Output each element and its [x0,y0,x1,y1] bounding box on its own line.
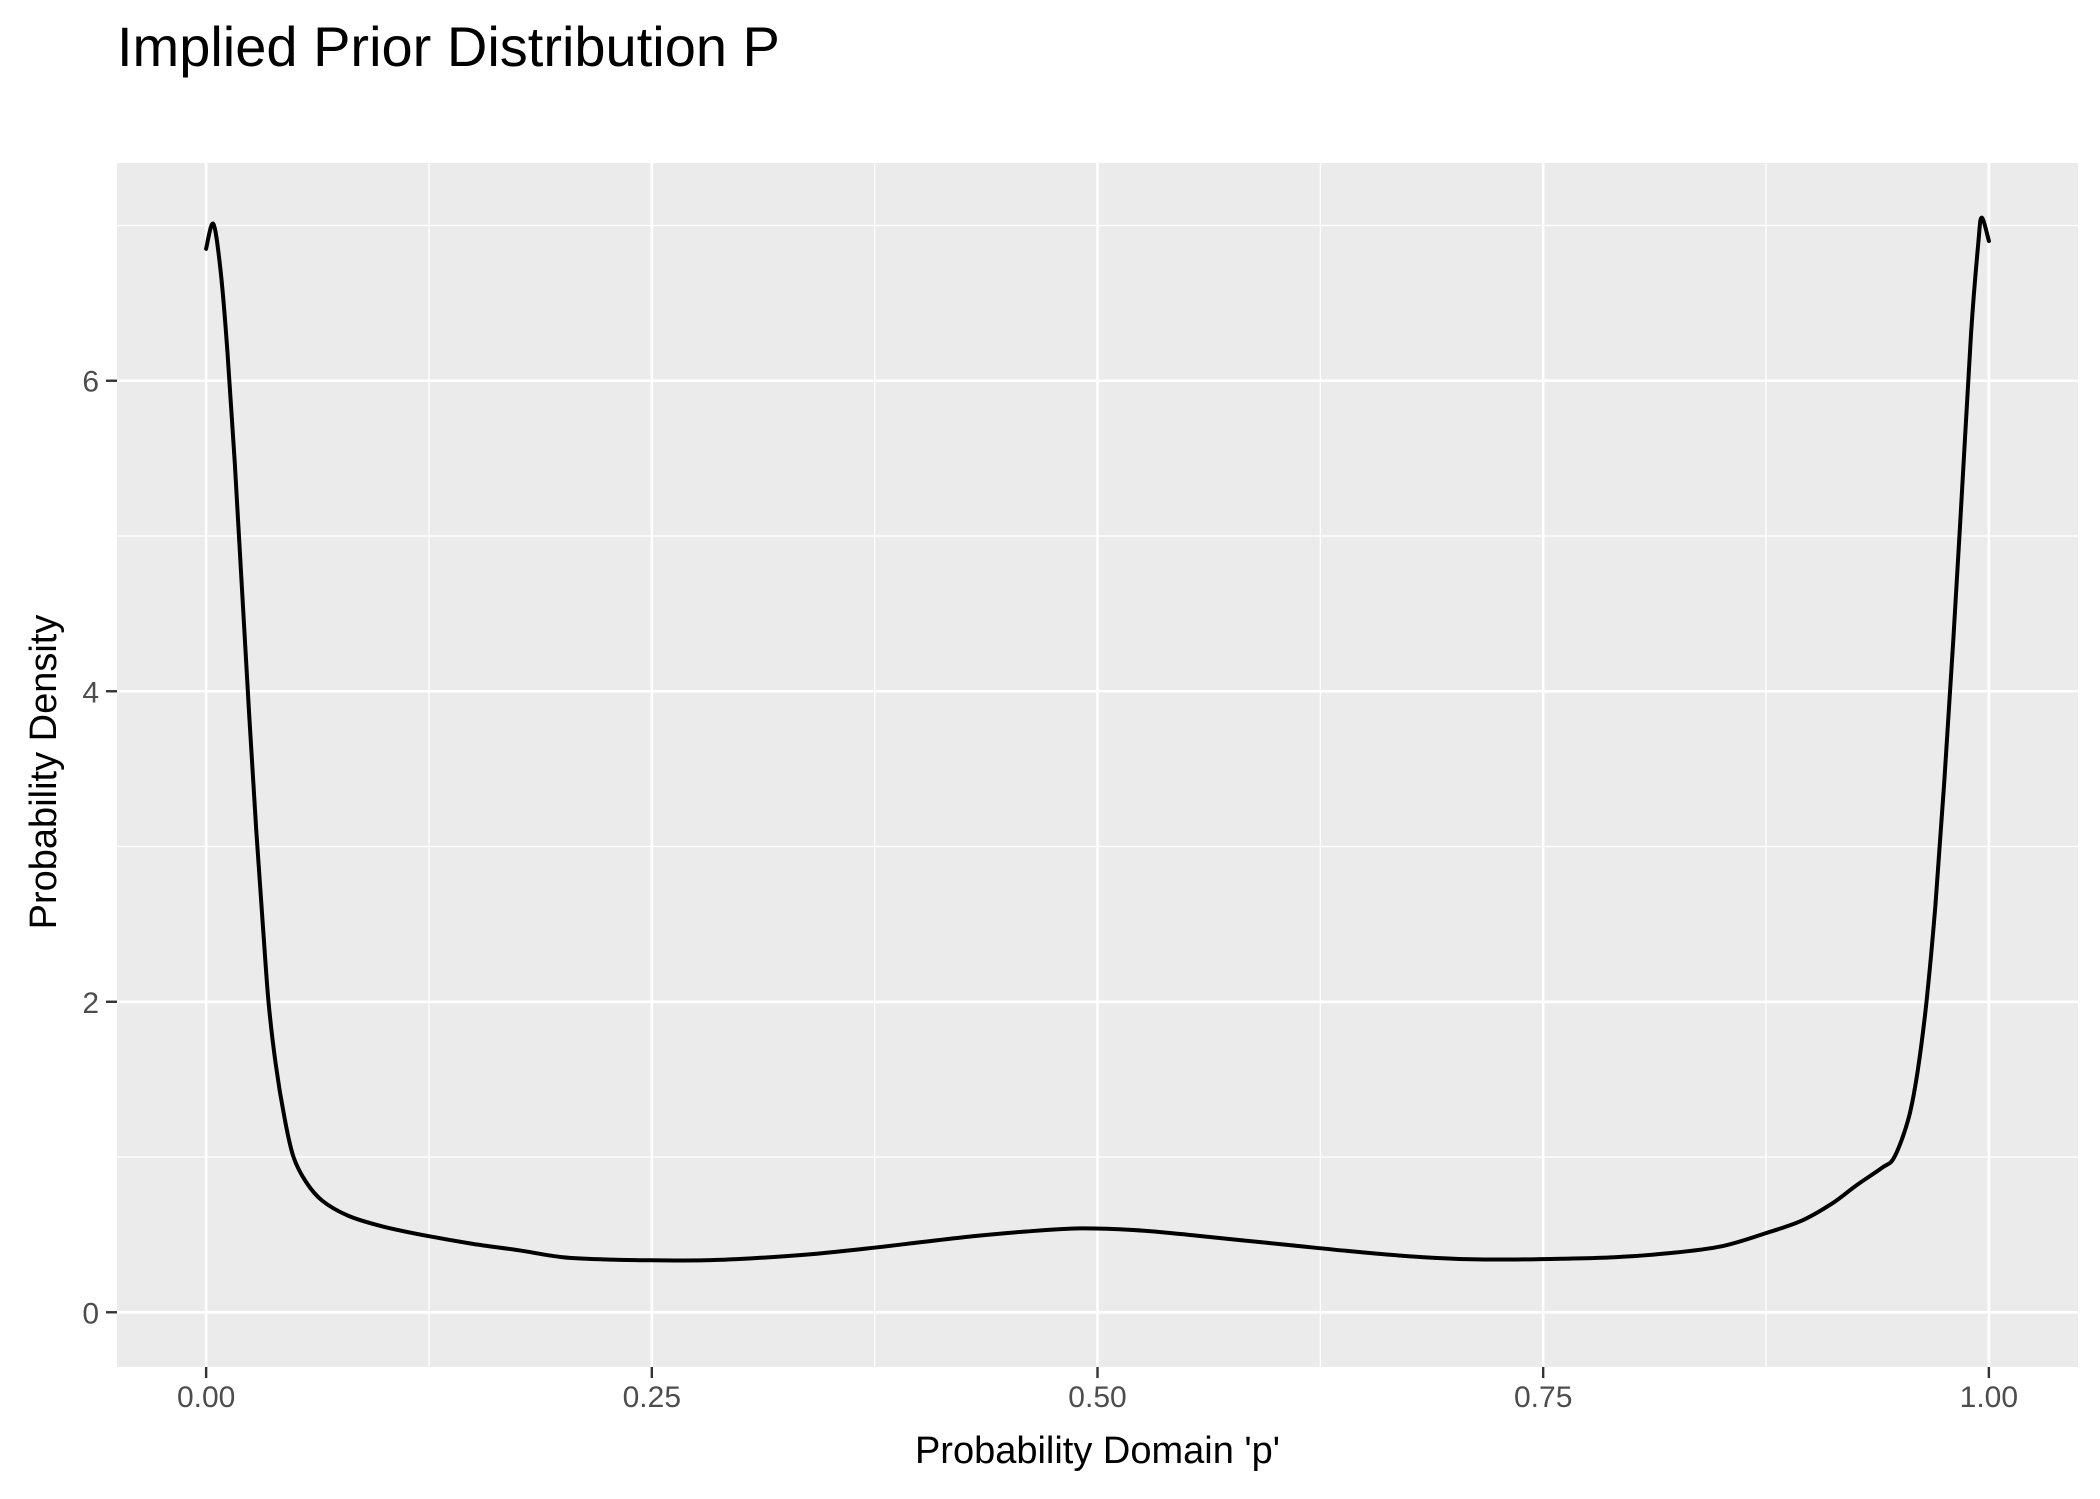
x-tick-label: 0.75 [1514,1381,1572,1414]
x-tick-label: 1.00 [1960,1381,2018,1414]
y-tick-label: 2 [82,987,99,1020]
y-tick-label: 0 [82,1297,99,1330]
x-tick-label: 0.25 [623,1381,681,1414]
density-curve [204,215,1991,1263]
x-axis-title: Probability Domain 'p' [914,1430,1281,1472]
y-tick-label: 4 [82,676,99,709]
y-tick-label: 6 [82,366,99,399]
x-tick-label: 0.00 [177,1381,235,1414]
x-tick-label: 0.50 [1068,1381,1126,1414]
plot-title: Implied Prior Distribution P [117,15,780,78]
